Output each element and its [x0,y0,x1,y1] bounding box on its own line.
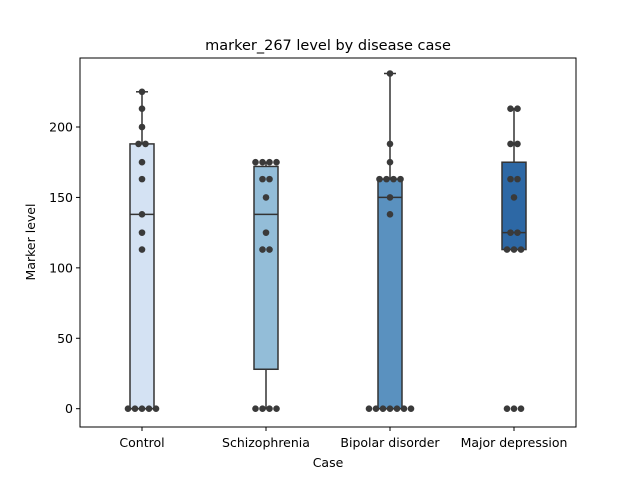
data-point [507,140,514,148]
data-point [124,405,132,412]
data-point [390,175,397,183]
data-point [386,211,394,218]
data-point [138,105,146,113]
data-point [510,194,518,201]
data-point [259,158,266,166]
data-point [386,140,394,148]
y-tick-label: 200 [49,120,73,135]
data-point [252,405,259,412]
data-point [393,405,401,412]
data-point [507,175,514,183]
box-group [377,72,403,410]
data-point [386,158,394,166]
y-axis-ticks: 0 50 100 150 200 [49,120,80,416]
y-tick-label: 50 [57,331,73,346]
chart-title: marker_267 level by disease case [205,38,451,54]
data-point [145,405,153,412]
data-point [273,158,280,166]
data-point [138,123,146,131]
data-point [142,140,149,148]
data-point [259,175,266,183]
boxes-layer [129,72,527,410]
data-point [383,175,390,183]
data-point [379,405,387,412]
x-axis-label: Case [313,455,344,470]
data-point [514,140,521,148]
data-point [138,229,146,236]
data-point [138,211,146,218]
data-point [138,158,146,166]
plot-frame [79,57,577,428]
data-point [517,405,525,412]
data-point [386,70,394,77]
data-point [397,175,404,183]
data-point [400,405,408,412]
data-point [514,229,521,236]
points-layer [124,70,525,412]
data-point [252,158,259,166]
data-point [266,405,273,412]
data-point [135,140,142,148]
data-point [514,105,521,113]
x-axis-ticks: Control Schizophrenia Bipolar disorder Majo… [119,427,567,450]
data-point [266,175,273,183]
y-tick-label: 0 [65,401,73,416]
data-point [510,405,518,412]
x-tick-label: Major depression [461,435,568,450]
data-point [138,88,146,96]
data-point [138,405,146,412]
data-point [507,229,514,236]
box-group [501,107,527,251]
data-point [503,246,511,253]
data-point [503,405,511,412]
data-point [376,175,383,183]
y-tick-label: 100 [49,260,73,275]
data-point [386,194,394,201]
box-rect [129,143,155,410]
y-tick-label: 150 [49,190,73,205]
data-point [138,175,146,183]
data-point [514,175,521,183]
x-tick-label: Schizophrenia [222,435,310,450]
data-point [365,405,373,412]
data-point [510,246,518,253]
data-point [266,158,273,166]
data-point [262,229,270,236]
data-point [131,405,139,412]
box-rect [501,161,527,251]
data-point [259,405,266,412]
box-group [129,91,155,410]
data-point [517,246,525,253]
data-point [273,405,280,412]
data-point [386,405,394,412]
data-point [372,405,380,412]
data-point [407,405,415,412]
data-point [262,194,270,201]
data-point [138,246,146,253]
data-point [152,405,160,412]
y-axis-label: Marker level [23,204,38,281]
data-point [507,105,514,113]
x-tick-label: Control [119,435,164,450]
data-point [266,246,273,253]
x-tick-label: Bipolar disorder [340,435,440,450]
data-point [259,246,266,253]
